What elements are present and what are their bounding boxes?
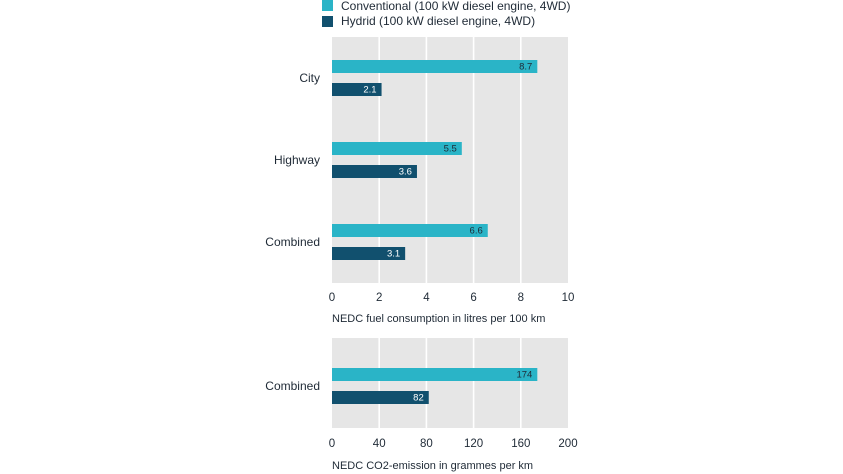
x-tick-label: 4 [423, 292, 430, 304]
x-tick-label: 0 [329, 438, 335, 450]
x-tick-label: 8 [518, 292, 524, 304]
x-tick-label: 0 [329, 292, 335, 304]
legend-label-conventional: Conventional (100 kW diesel engine, 4WD) [341, 0, 570, 13]
bar-value-label: 2.1 [363, 85, 376, 96]
category-label-highway: Highway [274, 153, 320, 167]
plot-background [332, 37, 568, 283]
bar-conventional-combined [332, 224, 488, 237]
bar-hybrid-combined [332, 391, 429, 404]
legend-swatch-hybrid [322, 16, 333, 27]
x-tick-label: 120 [464, 438, 483, 450]
legend: Conventional (100 kW diesel engine, 4WD)… [322, 0, 570, 28]
bar-conventional-city [332, 60, 538, 73]
bar-value-label: 8.7 [519, 62, 532, 73]
bar-value-label: 6.6 [470, 226, 483, 237]
x-tick-label: 80 [420, 438, 433, 450]
x-tick-label: 160 [511, 438, 530, 450]
fuel-consumption-chart: 0 2 4 6 8 10 NEDC fuel consumption in litres p… [265, 37, 574, 325]
bar-value-label: 82 [413, 393, 424, 404]
x-tick-label: 40 [373, 438, 386, 450]
bar-value-label: 3.1 [387, 249, 400, 260]
category-label-combined: Combined [265, 235, 320, 249]
bar-conventional-combined [332, 368, 538, 381]
bar-hybrid-highway [332, 165, 417, 178]
x-axis-title: NEDC CO2-emission in grammes per km [332, 460, 533, 472]
plot-background [332, 338, 568, 428]
category-label-city: City [299, 71, 320, 85]
bar-value-label: 174 [516, 370, 532, 381]
x-tick-label: 6 [470, 292, 476, 304]
bar-hybrid-city [332, 83, 382, 96]
bar-conventional-highway [332, 142, 462, 155]
co2-emission-chart: 0 40 80 120 160 200 NEDC CO2-emission in gramm… [265, 338, 578, 472]
bar-value-label: 3.6 [399, 167, 412, 178]
x-axis-title: NEDC fuel consumption in litres per 100 … [332, 313, 545, 325]
x-tick-label: 2 [376, 292, 382, 304]
x-tick-label: 200 [558, 438, 577, 450]
legend-label-hybrid: Hydrid (100 kW diesel engine, 4WD) [341, 14, 535, 28]
x-tick-label: 10 [562, 292, 575, 304]
bar-value-label: 5.5 [444, 144, 457, 155]
category-label-combined: Combined [265, 379, 320, 393]
bar-hybrid-combined [332, 247, 406, 260]
legend-swatch-conventional [322, 0, 333, 11]
